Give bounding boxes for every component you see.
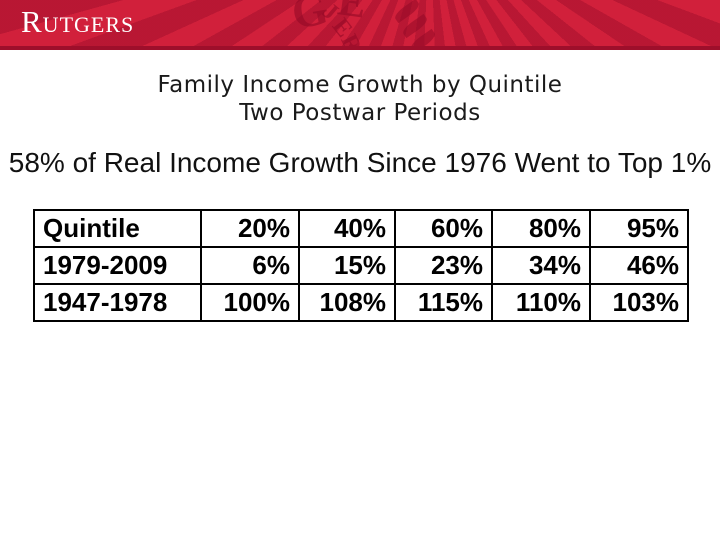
sunburst-watermark — [0, 0, 720, 50]
column-header-60: 60% — [394, 209, 493, 248]
table-cell: 110% — [491, 283, 591, 322]
table-header-row: Quintile 20% 40% 60% 80% 95% — [33, 209, 689, 248]
table-cell: 6% — [200, 246, 300, 285]
row-label: 1979-2009 — [33, 246, 202, 285]
table-cell: 34% — [491, 246, 591, 285]
slide-title-line1: Family Income Growth by Quintile — [157, 72, 563, 98]
income-growth-table: Quintile 20% 40% 60% 80% 95% 1979-2009 6… — [33, 209, 689, 322]
slide-title: Family Income Growth by Quintile Two Pos… — [0, 71, 720, 127]
header-bar: G E J E R Rutgers — [0, 0, 720, 50]
table-cell: 115% — [394, 283, 493, 322]
column-header-quintile: Quintile — [33, 209, 202, 248]
table-cell: 108% — [298, 283, 396, 322]
row-label: 1947-1978 — [33, 283, 202, 322]
table-row: 1979-2009 6% 15% 23% 34% 46% — [33, 246, 689, 285]
slide-subtitle: 58% of Real Income Growth Since 1976 Wen… — [8, 147, 712, 178]
table-row: 1947-1978 100% 108% 115% 110% 103% — [33, 283, 689, 322]
table-cell: 23% — [394, 246, 493, 285]
table-cell: 100% — [200, 283, 300, 322]
table-cell: 46% — [589, 246, 689, 285]
table-cell: 103% — [589, 283, 689, 322]
column-header-20: 20% — [200, 209, 300, 248]
column-header-40: 40% — [298, 209, 396, 248]
slide-title-line2: Two Postwar Periods — [239, 100, 481, 126]
column-header-80: 80% — [491, 209, 591, 248]
header-bottom-edge — [0, 46, 720, 50]
rutgers-logo: Rutgers — [21, 4, 135, 39]
table-cell: 15% — [298, 246, 396, 285]
column-header-95: 95% — [589, 209, 689, 248]
